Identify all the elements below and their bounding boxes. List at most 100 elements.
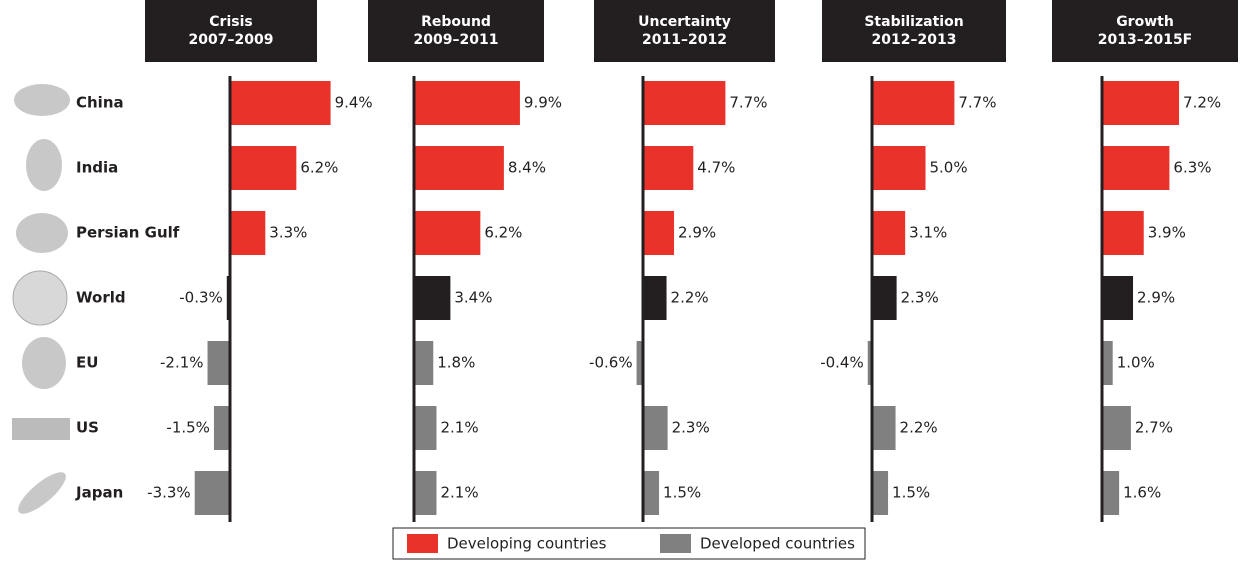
value-label: 6.3% <box>1173 159 1211 177</box>
value-label: -0.4% <box>820 354 864 372</box>
bar <box>414 276 451 320</box>
value-label: 2.2% <box>671 289 709 307</box>
value-label: 6.2% <box>484 224 522 242</box>
value-label: 2.1% <box>440 484 478 502</box>
icon-eu <box>22 337 66 389</box>
bar <box>872 276 897 320</box>
panel-title: Crisis <box>209 14 252 30</box>
panel-title: Uncertainty <box>638 14 731 30</box>
value-label: 7.7% <box>958 94 996 112</box>
legend-label: Developed countries <box>700 535 855 553</box>
bar <box>643 471 660 515</box>
bar <box>872 146 926 190</box>
panel-title: Growth <box>1116 14 1174 30</box>
value-label: 2.9% <box>678 224 716 242</box>
icon-china <box>14 84 70 116</box>
value-label: 1.0% <box>1117 354 1155 372</box>
bar <box>872 211 906 255</box>
value-label: 7.7% <box>729 94 767 112</box>
panel-subtitle: 2007–2009 <box>189 32 274 48</box>
bar <box>230 146 297 190</box>
bar <box>414 406 437 450</box>
panel-header <box>594 0 775 62</box>
value-label: 2.7% <box>1135 419 1173 437</box>
category-label: World <box>76 289 126 307</box>
bar <box>1102 81 1180 125</box>
icon-gulf <box>16 213 68 253</box>
value-label: 1.6% <box>1123 484 1161 502</box>
category-label: Japan <box>75 484 123 502</box>
bar <box>872 81 955 125</box>
value-label: 2.9% <box>1137 289 1175 307</box>
bar <box>643 406 668 450</box>
bar <box>872 406 896 450</box>
bar <box>1102 471 1120 515</box>
category-label: EU <box>76 354 98 372</box>
value-label: 5.0% <box>930 159 968 177</box>
bar <box>230 211 266 255</box>
category-label: Persian Gulf <box>76 224 180 242</box>
bar <box>414 211 481 255</box>
category-label: US <box>76 419 99 437</box>
bar <box>1102 341 1113 385</box>
value-label: -3.3% <box>147 484 191 502</box>
value-label: 2.2% <box>900 419 938 437</box>
bar <box>1102 406 1131 450</box>
category-label: India <box>76 159 118 177</box>
panel-header <box>368 0 544 62</box>
bar <box>213 406 230 450</box>
value-label: 9.4% <box>335 94 373 112</box>
bar <box>414 471 437 515</box>
value-label: -2.1% <box>160 354 204 372</box>
bar <box>414 146 504 190</box>
panel-subtitle: 2011–2012 <box>642 32 727 48</box>
panel-title: Stabilization <box>864 14 963 30</box>
category-label: China <box>76 94 124 112</box>
value-label: 6.2% <box>300 159 338 177</box>
bar <box>414 341 434 385</box>
value-label: 2.3% <box>672 419 710 437</box>
bar <box>1102 146 1170 190</box>
panel-subtitle: 2009–2011 <box>414 32 499 48</box>
value-label: 1.5% <box>892 484 930 502</box>
bar <box>636 341 643 385</box>
panel-subtitle: 2012–2013 <box>872 32 957 48</box>
value-label: 9.9% <box>524 94 562 112</box>
icons <box>12 84 70 514</box>
value-label: 8.4% <box>508 159 546 177</box>
value-label: 1.8% <box>437 354 475 372</box>
icon-world <box>12 270 68 326</box>
bar <box>414 81 520 125</box>
icon-us <box>12 418 70 440</box>
panel-title: Rebound <box>421 14 491 30</box>
value-label: 2.1% <box>440 419 478 437</box>
value-label: 1.5% <box>663 484 701 502</box>
value-label: -1.5% <box>166 419 210 437</box>
bar <box>207 341 230 385</box>
bar <box>643 211 675 255</box>
bar <box>194 471 230 515</box>
value-label: 2.3% <box>901 289 939 307</box>
bar <box>867 341 872 385</box>
value-label: 3.1% <box>909 224 947 242</box>
value-label: 4.7% <box>697 159 735 177</box>
bar <box>643 81 726 125</box>
value-label: 3.4% <box>454 289 492 307</box>
panel-header <box>145 0 317 62</box>
value-label: 3.9% <box>1148 224 1186 242</box>
bar <box>230 81 331 125</box>
icon-india <box>26 139 62 191</box>
value-label: 7.2% <box>1183 94 1221 112</box>
panel-header <box>1052 0 1238 62</box>
bar <box>1102 276 1134 320</box>
value-label: -0.6% <box>589 354 633 372</box>
bar <box>643 276 667 320</box>
legend-swatch <box>407 534 438 553</box>
bar <box>1102 211 1144 255</box>
legend-label: Developing countries <box>447 535 607 553</box>
value-label: -0.3% <box>179 289 223 307</box>
bar <box>872 471 889 515</box>
legend-box <box>392 527 866 560</box>
value-label: 3.3% <box>269 224 307 242</box>
